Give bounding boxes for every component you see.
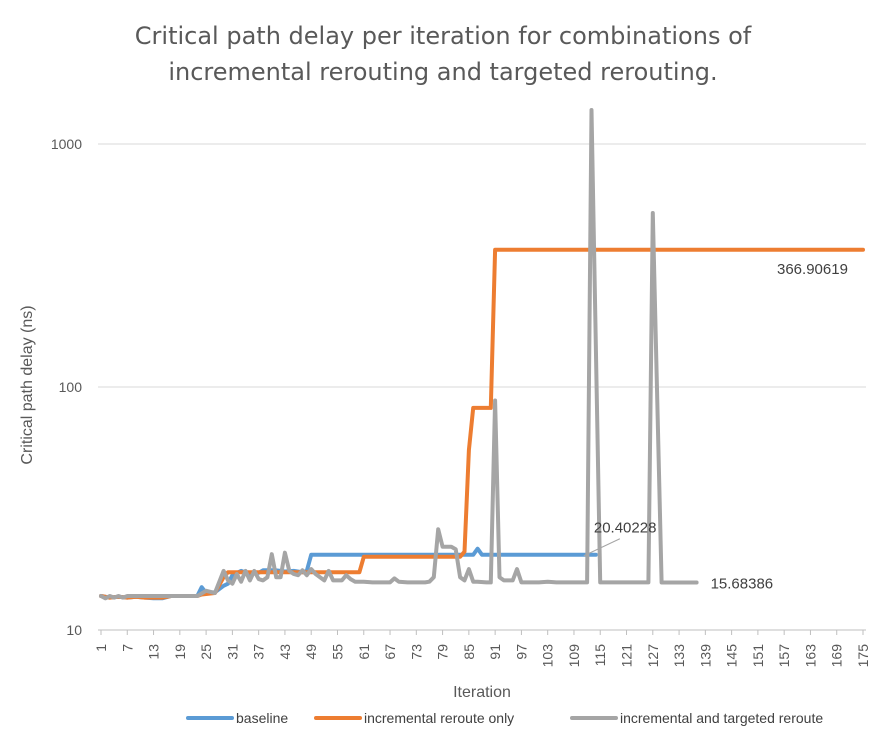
x-tick-label: 109 — [566, 644, 582, 668]
x-tick-label: 151 — [750, 644, 766, 668]
x-tick-label: 139 — [697, 644, 713, 668]
x-tick-label: 79 — [435, 644, 451, 660]
x-tick-label: 91 — [487, 644, 503, 660]
x-tick-label: 7 — [119, 644, 135, 652]
x-tick-label: 169 — [829, 644, 845, 668]
chart-title-line-1: Critical path delay per iteration for co… — [135, 22, 752, 50]
chart-title-line-2: incremental rerouting and targeted rerou… — [168, 58, 717, 86]
y-tick-label: 1000 — [51, 136, 82, 152]
end-label-3: 15.68386 — [711, 576, 774, 593]
x-tick-label: 97 — [513, 644, 529, 660]
label-leader-line — [583, 538, 621, 557]
x-tick-label: 67 — [382, 644, 398, 660]
end-label-1: 20.40228 — [594, 520, 657, 537]
x-tick-label: 49 — [303, 644, 319, 660]
y-axis-ticks: 10 100 1000 — [51, 136, 82, 638]
x-tick-label: 55 — [329, 644, 345, 660]
x-tick-label: 145 — [724, 644, 740, 668]
x-tick-label: 19 — [172, 644, 188, 660]
x-tick-label: 37 — [251, 644, 267, 660]
x-tick-label: 13 — [146, 644, 162, 660]
x-axis: 1 7 13 19 25 31 37 43 49 55 61 67 73 79 85 91 97 103 109 11… — [93, 630, 871, 667]
x-tick-label: 127 — [645, 644, 661, 668]
series-line-3 — [99, 108, 699, 601]
x-tick-label: 175 — [855, 644, 871, 668]
x-tick-label: 115 — [592, 644, 608, 667]
x-tick-label: 31 — [224, 644, 240, 660]
legend-label-1: baseline — [236, 710, 288, 726]
data-labels: 20.40228 366.90619 15.68386 — [583, 261, 848, 593]
x-tick-label: 25 — [198, 644, 214, 660]
x-tick-label: 85 — [461, 644, 477, 660]
x-tick-label: 121 — [619, 644, 635, 668]
y-tick-label: 10 — [66, 622, 82, 638]
end-label-2: 366.90619 — [777, 261, 848, 278]
x-tick-label: 103 — [540, 644, 556, 668]
series-lines — [99, 108, 865, 601]
x-tick-label: 1 — [93, 644, 109, 652]
legend-label-2: incremental reroute only — [364, 710, 514, 726]
x-tick-label: 43 — [277, 644, 293, 660]
y-axis-label: Critical path delay (ns) — [19, 305, 36, 464]
legend-label-3: incremental and targeted reroute — [620, 710, 823, 726]
x-tick-label: 133 — [671, 644, 687, 668]
x-axis-label: Iteration — [453, 684, 511, 701]
x-tick-label: 157 — [776, 644, 792, 668]
legend: baseline incremental reroute only incremen… — [186, 710, 823, 726]
x-tick-label: 163 — [802, 644, 818, 668]
gridlines — [98, 143, 866, 631]
x-tick-label: 73 — [408, 644, 424, 660]
y-tick-label: 100 — [59, 379, 83, 395]
x-tick-label: 61 — [356, 644, 372, 660]
series-line-2 — [99, 247, 865, 600]
